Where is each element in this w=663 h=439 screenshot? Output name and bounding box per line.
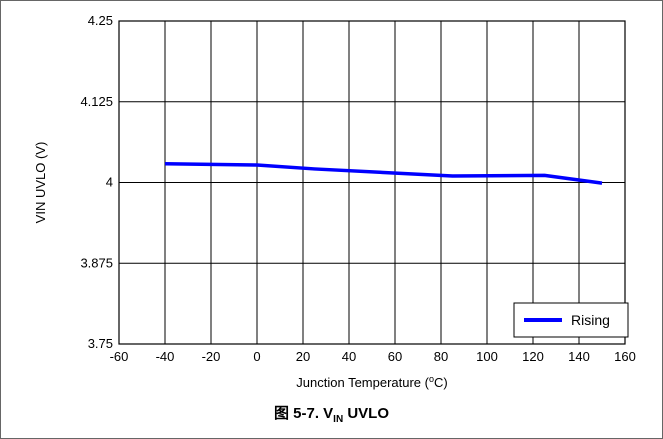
legend-box <box>513 302 629 338</box>
y-tick-label: 4.125 <box>80 94 113 109</box>
x-tick-label: -40 <box>156 349 175 364</box>
x-axis-label-main: Junction Temperature ( <box>296 375 429 390</box>
x-tick-label: 140 <box>568 349 590 364</box>
x-tick-label: 120 <box>522 349 544 364</box>
x-tick-label: 160 <box>614 349 636 364</box>
x-axis-ticks: -60 -40 -20 0 20 40 60 80 100 120 140 160 <box>110 349 636 364</box>
x-tick-label: 60 <box>388 349 402 364</box>
caption-prefix: 图 5-7. V <box>273 405 334 422</box>
legend: Rising <box>513 302 629 338</box>
series-layer <box>164 162 603 185</box>
x-tick-label: 100 <box>476 349 498 364</box>
y-axis-label: VIN UVLO (V) <box>33 142 48 224</box>
legend-label-rising: Rising <box>571 312 610 328</box>
x-tick-label: 80 <box>434 349 448 364</box>
x-axis-label: Junction Temperature (oC) <box>296 374 447 390</box>
figure-caption: 图 5-7. VIN UVLO <box>1 402 662 425</box>
x-tick-label: -60 <box>110 349 129 364</box>
x-tick-label: 40 <box>342 349 356 364</box>
y-axis-ticks: 3.75 3.875 4 4.125 4.25 <box>80 13 113 351</box>
caption-suffix: UVLO <box>343 405 390 422</box>
x-axis-label-suffix: C) <box>434 375 448 390</box>
y-tick-label: 3.75 <box>88 336 113 351</box>
y-tick-label: 4.25 <box>88 13 113 28</box>
x-tick-label: 0 <box>253 349 260 364</box>
chart: -60 -40 -20 0 20 40 60 80 100 120 140 160 3.75 3.875… <box>33 13 636 390</box>
y-tick-label: 4 <box>106 175 113 190</box>
x-tick-label: -20 <box>202 349 221 364</box>
grid-lines <box>118 20 626 345</box>
caption-subscript: IN <box>333 414 344 425</box>
plot-area <box>118 20 626 345</box>
x-axis-label-sup: o <box>429 374 434 384</box>
x-tick-label: 20 <box>296 349 310 364</box>
y-tick-label: 3.875 <box>80 255 113 270</box>
series-line-rising <box>164 162 603 185</box>
